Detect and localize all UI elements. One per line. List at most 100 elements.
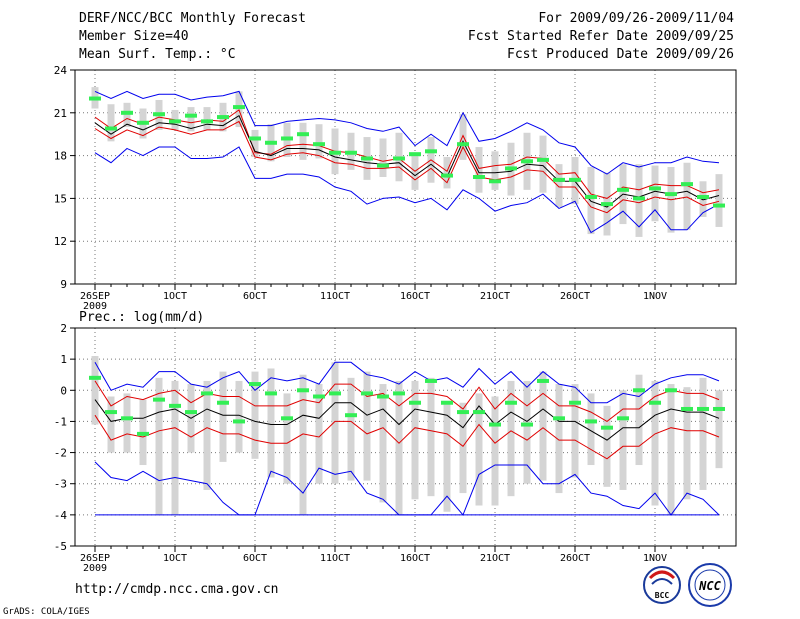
prec-median-marker <box>185 410 197 415</box>
prec-frame <box>74 327 737 547</box>
temp-ytick-label: 15 <box>54 192 67 205</box>
temp-range-bar <box>651 165 659 222</box>
prec-range-bar <box>667 384 675 515</box>
temp-min-line <box>94 90 720 175</box>
temp-median-marker <box>457 142 469 147</box>
temp-median-marker <box>89 96 101 101</box>
prec-median-marker <box>153 397 165 402</box>
prec-xtick-label: 16OCT <box>400 553 430 564</box>
prec-median-marker <box>361 391 373 396</box>
temp-median-marker <box>665 192 677 197</box>
temp-range-bar <box>235 91 243 128</box>
prec-range-bar <box>363 371 371 481</box>
temp-lower-line <box>94 120 720 214</box>
prec-lower-line <box>94 414 720 460</box>
temp-median-marker <box>105 126 117 131</box>
temp-median-marker <box>217 115 229 120</box>
prec-range-bar <box>347 377 355 481</box>
prec-ytick-label: 1 <box>60 353 67 366</box>
prec-median-marker <box>473 410 485 415</box>
prec-range-bar <box>443 402 451 512</box>
temp-xtick-label: 16OCT <box>400 291 430 302</box>
prec-range-bar <box>251 371 259 459</box>
prec-median-marker <box>409 400 421 405</box>
prec-median-marker <box>441 400 453 405</box>
temp-median-marker <box>265 140 277 145</box>
temp-range-bar <box>699 181 707 217</box>
fcst-produced-date: Fcst Produced Date 2009/09/26 <box>507 47 734 62</box>
prec-range-bar <box>555 384 563 494</box>
prec-range-bar <box>379 384 387 503</box>
temp-median-marker <box>473 175 485 179</box>
prec-median-marker <box>377 394 389 399</box>
prec-ytick-label: -4 <box>54 509 68 522</box>
temp-median-marker <box>121 110 133 115</box>
prec-ytick-label: -2 <box>54 447 67 460</box>
temp-range-bar <box>251 129 259 158</box>
prec-range-bar <box>91 356 99 425</box>
temp-ytick-label: 12 <box>54 235 67 248</box>
temp-xtick-label: 11OCT <box>320 291 350 302</box>
prec-range-bar <box>507 380 515 497</box>
prec-xtick-label: 1NOV <box>643 553 667 564</box>
ncc-logo-text: NCC <box>698 579 721 593</box>
prec-range-bar <box>571 384 579 478</box>
prec-range-bar <box>459 402 467 494</box>
prec-median-marker <box>569 400 581 405</box>
temp-xtick-label: 1NOV <box>643 291 667 302</box>
prec-ytick-label: -1 <box>54 415 67 428</box>
prec-range-bar <box>123 393 131 453</box>
temp-range-bar <box>299 122 307 160</box>
prec-range-bar <box>491 396 499 506</box>
prec-range-bar <box>587 393 595 466</box>
prec-median-marker <box>697 406 709 411</box>
temp-median-marker <box>345 150 357 155</box>
temp-median-marker <box>169 119 181 124</box>
prec-range-bar <box>219 371 227 462</box>
prec-xtick-label: 26OCT <box>560 553 590 564</box>
temp-xtick-label: 21OCT <box>480 291 510 302</box>
temp-range-bar <box>475 147 483 193</box>
prec-ytick-label: -5 <box>54 540 67 553</box>
temp-ytick-label: 21 <box>54 107 67 120</box>
prec-year-label: 2009 <box>83 563 107 574</box>
temp-median-marker <box>409 152 421 157</box>
prec-median-marker <box>249 382 261 387</box>
prec-median-marker <box>393 391 405 396</box>
temp-median-marker <box>633 196 645 201</box>
temp-range-bar <box>683 162 691 230</box>
temp-median-marker <box>425 149 437 154</box>
prec-range-bar <box>299 374 307 515</box>
prec-median-marker <box>217 400 229 405</box>
temp-range-bar <box>203 107 211 130</box>
temp-year-label: 2009 <box>83 301 107 312</box>
temp-xtick-label: 6OCT <box>243 291 267 302</box>
temp-median-marker <box>553 177 565 182</box>
prec-range-bar <box>155 377 163 515</box>
temp-median-marker <box>505 166 517 171</box>
prec-range-bar <box>635 374 643 466</box>
prec-range-bar <box>203 380 211 490</box>
temp-median-marker <box>649 186 661 191</box>
prec-range-bar <box>523 380 531 484</box>
prec-median-marker <box>649 400 661 405</box>
temp-median-marker <box>361 156 373 161</box>
temp-median-marker <box>329 150 341 155</box>
temp-range-bar <box>715 174 723 227</box>
temp-xtick-label: 26OCT <box>560 291 590 302</box>
prec-median-marker <box>345 413 357 418</box>
prec-median-marker <box>553 416 565 421</box>
prec-median-marker <box>633 388 645 393</box>
temp-median-marker <box>601 202 613 207</box>
temp-upper-line <box>94 109 720 199</box>
prec-range-bar <box>235 380 243 453</box>
bcc-logo-text: BCC <box>655 591 670 600</box>
ncc-logo: NCC <box>688 563 732 607</box>
fcst-started-date: Fcst Started Refer Date 2009/09/25 <box>467 29 734 44</box>
temp-range-bar <box>123 102 131 128</box>
prec-range-bar <box>395 380 403 515</box>
prec-median-marker <box>137 431 149 436</box>
temp-max-line <box>94 146 720 234</box>
prec-range-bar <box>107 396 115 453</box>
temp-range-bar <box>107 104 115 142</box>
